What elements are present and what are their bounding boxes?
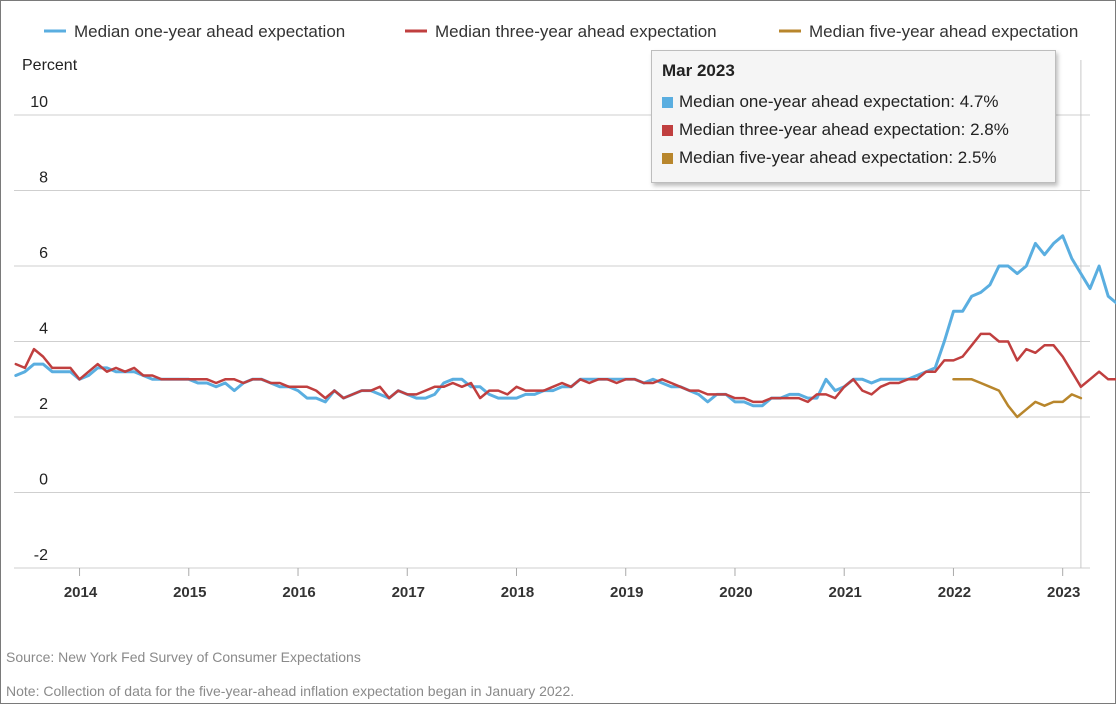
x-tick-label: 2014 (64, 584, 98, 601)
tooltip-text-five-year: Median five-year ahead expectation: 2.5% (679, 148, 997, 167)
legend-label-one-year: Median one-year ahead expectation (74, 22, 345, 41)
y-tick-label: 10 (30, 94, 48, 111)
collection-note: Note: Collection of data for the five-ye… (6, 683, 575, 699)
y-tick-label: 0 (39, 472, 48, 489)
y-axis-title: Percent (22, 57, 78, 74)
source-note: Source: New York Fed Survey of Consumer … (6, 649, 361, 665)
tooltip-text-three-year: Median three-year ahead expectation: 2.8… (679, 120, 1009, 139)
hover-tooltip: Mar 2023 Median one-year ahead expectati… (651, 50, 1056, 183)
y-tick-label: -2 (34, 547, 48, 564)
tooltip-text-one-year: Median one-year ahead expectation: 4.7% (679, 92, 999, 111)
x-tick-label: 2016 (282, 584, 315, 601)
y-tick-label: 8 (39, 170, 48, 187)
y-tick-label: 6 (39, 245, 48, 262)
x-tick-label: 2017 (392, 584, 425, 601)
x-tick-label: 2023 (1047, 584, 1080, 601)
legend-label-five-year: Median five-year ahead expectation (809, 22, 1078, 41)
tooltip-swatch-five-year (662, 152, 673, 164)
tooltip-swatch-three-year (662, 124, 673, 136)
series-line-three-year (14, 332, 1116, 404)
y-tick-label: 4 (39, 321, 48, 338)
x-tick-label: 2015 (173, 584, 206, 601)
tooltip-title: Mar 2023 (662, 61, 735, 80)
x-tick-label: 2021 (829, 584, 862, 601)
legend-label-three-year: Median three-year ahead expectation (435, 22, 717, 41)
tooltip-row-three-year: Median three-year ahead expectation: 2.8… (662, 116, 1045, 144)
x-tick-label: 2022 (938, 584, 971, 601)
x-tick-label: 2019 (610, 584, 643, 601)
series-line-five-year (952, 378, 1083, 419)
tooltip-swatch-one-year (662, 96, 673, 108)
tooltip-row-one-year: Median one-year ahead expectation: 4.7% (662, 88, 1045, 116)
y-tick-label: 2 (39, 396, 48, 413)
x-tick-label: 2018 (501, 584, 534, 601)
tooltip-row-five-year: Median five-year ahead expectation: 2.5% (662, 144, 1045, 172)
x-tick-label: 2020 (719, 584, 752, 601)
